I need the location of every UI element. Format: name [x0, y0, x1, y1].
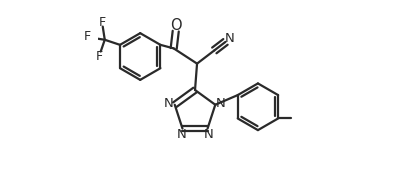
Text: F: F: [83, 30, 91, 43]
Text: F: F: [99, 16, 106, 29]
Text: N: N: [225, 32, 235, 45]
Text: N: N: [176, 128, 186, 141]
Text: N: N: [216, 97, 226, 110]
Text: O: O: [170, 18, 182, 33]
Text: N: N: [164, 97, 174, 110]
Text: F: F: [96, 49, 103, 62]
Text: N: N: [204, 128, 213, 141]
